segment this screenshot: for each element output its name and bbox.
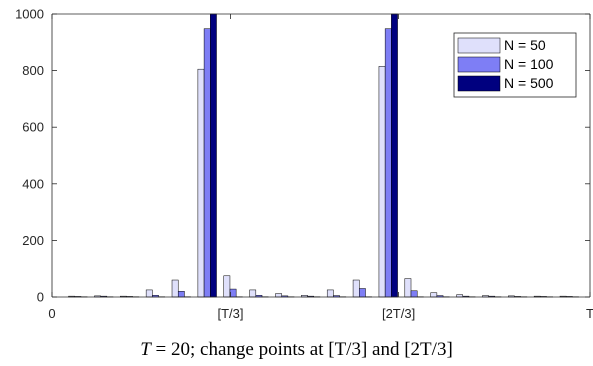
x-tick-label-2: [2T/3] xyxy=(382,306,415,321)
bar-1-15 xyxy=(430,292,438,298)
legend-label-1: N = 50 xyxy=(504,37,546,53)
bar-1-8 xyxy=(249,289,257,298)
legend-label-2: N = 100 xyxy=(504,56,554,72)
caption-text: = 20; change points at [T/3] and [2T/3] xyxy=(150,339,453,360)
bar-1-6 xyxy=(197,68,205,298)
bar-2-13 xyxy=(384,28,392,298)
bar-1-12 xyxy=(352,279,360,298)
x-tick-label-1: [T/3] xyxy=(217,306,243,321)
x-tick-label-3: T xyxy=(586,306,593,321)
bar-1-11 xyxy=(326,289,334,298)
bar-2-5 xyxy=(177,291,185,298)
legend-swatch-2 xyxy=(457,56,501,73)
legend-swatch-1 xyxy=(457,37,501,54)
figure-caption: T = 20; change points at [T/3] and [2T/3… xyxy=(0,339,593,361)
bar-2-6 xyxy=(203,28,211,298)
bar-3-6 xyxy=(210,13,217,298)
caption-math: T xyxy=(140,339,151,360)
bar-1-14 xyxy=(404,278,412,298)
bar-2-7 xyxy=(229,288,237,298)
bar-1-7 xyxy=(223,275,231,298)
x-tick-label-0: 0 xyxy=(48,306,55,321)
bar-2-12 xyxy=(359,288,366,298)
bar-1-4 xyxy=(145,289,153,298)
legend-swatch-3 xyxy=(457,75,501,92)
y-tick-label-200: 200 xyxy=(22,233,44,248)
bar-1-9 xyxy=(275,293,282,298)
y-tick-label-800: 800 xyxy=(22,63,44,78)
y-tick-label-0: 0 xyxy=(37,290,44,305)
y-tick-label-1000: 1000 xyxy=(15,7,44,22)
bar-1-13 xyxy=(378,66,386,298)
bar-3-13 xyxy=(391,13,398,298)
y-tick-label-400: 400 xyxy=(22,176,44,191)
bar-1-5 xyxy=(171,279,179,298)
y-tick-label-600: 600 xyxy=(22,120,44,135)
legend-label-3: N = 500 xyxy=(504,75,554,91)
bar-2-14 xyxy=(410,290,418,298)
